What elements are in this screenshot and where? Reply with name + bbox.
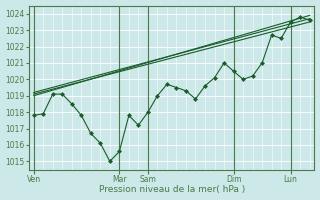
X-axis label: Pression niveau de la mer( hPa ): Pression niveau de la mer( hPa ) <box>99 185 245 194</box>
